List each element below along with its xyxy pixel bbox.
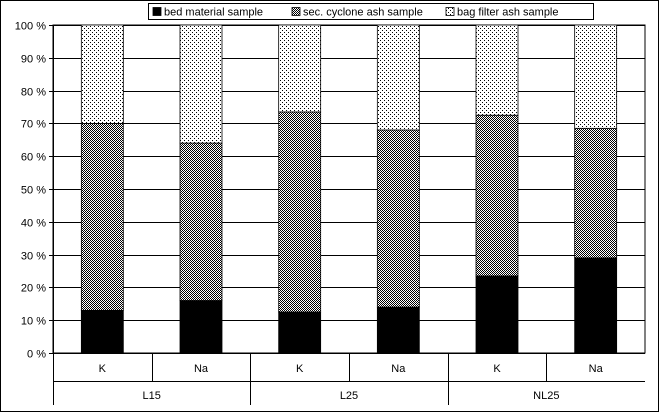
y-tick-label: 70 % [21, 119, 46, 131]
legend-label: bed material sample [164, 7, 263, 19]
x-category-label: K [296, 363, 304, 375]
bar-segment [574, 24, 618, 129]
bar-segment [376, 24, 420, 131]
y-tick-label: 0 % [27, 349, 46, 361]
y-tick-label: 40 % [21, 218, 46, 230]
legend: bed material sample sec. cyclone ash samp… [148, 3, 594, 20]
x-category-label: K [493, 363, 501, 375]
bar-segment [278, 24, 322, 113]
x-category-label: Na [194, 363, 209, 375]
y-tick-label: 90 % [21, 54, 46, 66]
bar-segment [80, 123, 124, 311]
x-category-label: Na [589, 363, 604, 375]
y-tick-label: 60 % [21, 152, 46, 164]
gridlines [53, 25, 645, 321]
y-tick-label: 10 % [21, 316, 46, 328]
x-category-label: K [99, 363, 107, 375]
bar-segment [475, 24, 519, 116]
bars [80, 24, 618, 354]
y-tick-label: 80 % [21, 87, 46, 99]
y-tick-label: 20 % [21, 283, 46, 295]
bar-segment [278, 311, 322, 354]
bar-segment [376, 129, 420, 308]
bar-segment [376, 306, 420, 354]
axes [49, 25, 645, 405]
legend-label: bag filter ash sample [457, 7, 559, 19]
bar-segment [179, 142, 223, 301]
legend-swatch [445, 7, 455, 16]
y-tick-label: 50 % [21, 185, 46, 197]
legend-swatch [152, 7, 162, 16]
y-tick-labels: 0 % 10 % 20 % 30 % 40 % 50 % 60 % 70 % 80 % 90 % 1… [15, 21, 46, 361]
y-tick-label: 100 % [15, 21, 46, 33]
bar-segment [574, 127, 618, 259]
legend-label: sec. cyclone ash sample [303, 7, 423, 19]
bar-segment [278, 111, 322, 313]
x-group-label: NL25 [533, 390, 559, 402]
bar-segment [475, 114, 519, 277]
y-tick-label: 30 % [21, 251, 46, 263]
bar-segment [80, 24, 124, 124]
x-group-label: L25 [340, 390, 358, 402]
bar-segment [179, 24, 223, 144]
x-group-label: L15 [142, 390, 160, 402]
bar-segment [80, 309, 124, 354]
x-tick-labels: K Na K Na K Na L15 L25 NL25 [99, 363, 604, 402]
x-category-label: Na [391, 363, 406, 375]
bar-segment [475, 275, 519, 354]
legend-swatch [291, 7, 301, 16]
bar-segment [574, 257, 618, 354]
bar-segment [179, 300, 223, 354]
legend-box [148, 3, 594, 20]
